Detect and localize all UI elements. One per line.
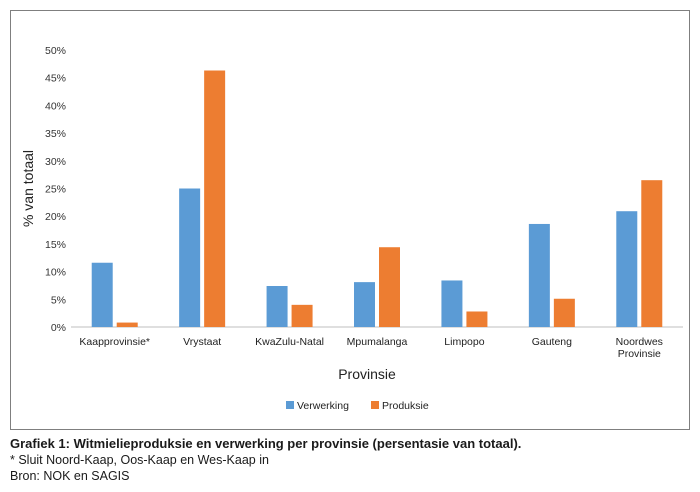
legend-label-verwerking: Verwerking (297, 400, 349, 412)
y-tick-label: 0% (51, 322, 66, 334)
x-tick-label: KwaZulu-Natal (255, 336, 324, 348)
bar-verwerking-4 (441, 280, 463, 327)
bar-verwerking-2 (266, 286, 288, 327)
figure-caption: Grafiek 1: Witmielieproduksie en verwerk… (10, 436, 690, 484)
y-tick-label: 30% (45, 156, 66, 168)
y-tick-label: 50% (45, 45, 66, 57)
y-tick-label: 45% (45, 73, 66, 85)
legend-swatch-verwerking (286, 401, 294, 409)
bar-verwerking-3 (354, 282, 375, 327)
y-tick-label: 40% (45, 100, 66, 112)
y-tick-label: 35% (45, 128, 66, 140)
caption-title: Grafiek 1: Witmielieproduksie en verwerk… (10, 436, 522, 451)
bar-chart: 0% 5% 10% 15% 20% 25% 30% 35% 40% 45% 50% % van tot… (20, 45, 683, 412)
x-tick-label: Vrystaat (183, 336, 221, 348)
x-tick-label: Provinsie (618, 348, 661, 360)
bar-verwerking-6 (616, 211, 638, 327)
x-tick-label: Gauteng (532, 336, 572, 348)
y-tick-label: 20% (45, 211, 66, 223)
bar-produksie-3 (379, 247, 400, 327)
legend-swatch-produksie (371, 401, 379, 409)
chart-frame: 0% 5% 10% 15% 20% 25% 30% 35% 40% 45% 50% % van tot… (10, 10, 690, 430)
legend-label-produksie: Produksie (382, 400, 429, 412)
bar-produksie-4 (466, 311, 488, 327)
bar-produksie-2 (291, 304, 313, 327)
x-tick-label: Kaapprovinsie* (79, 336, 150, 348)
x-tick-label: Noordwes (616, 336, 663, 348)
y-tick-label: 10% (45, 267, 66, 279)
bar-verwerking-5 (528, 223, 550, 327)
x-axis-label: Provinsie (338, 366, 396, 382)
caption-note: * Sluit Noord-Kaap, Oos-Kaap en Wes-Kaap… (10, 453, 269, 467)
bar-produksie-5 (553, 298, 575, 327)
x-tick-label: Limpopo (444, 336, 484, 348)
caption-source: Bron: NOK en SAGIS (10, 469, 130, 483)
bar-verwerking-0 (91, 262, 113, 327)
x-tick-label: Mpumalanga (347, 336, 408, 348)
y-tick-label: 15% (45, 239, 66, 251)
bar-produksie-1 (204, 70, 226, 328)
bar-produksie-0 (116, 322, 138, 327)
y-tick-label: 5% (51, 294, 66, 306)
y-tick-label: 25% (45, 184, 66, 196)
bar-verwerking-1 (179, 188, 201, 327)
y-axis-label: % van totaal (20, 150, 36, 227)
bar-produksie-6 (641, 180, 663, 327)
